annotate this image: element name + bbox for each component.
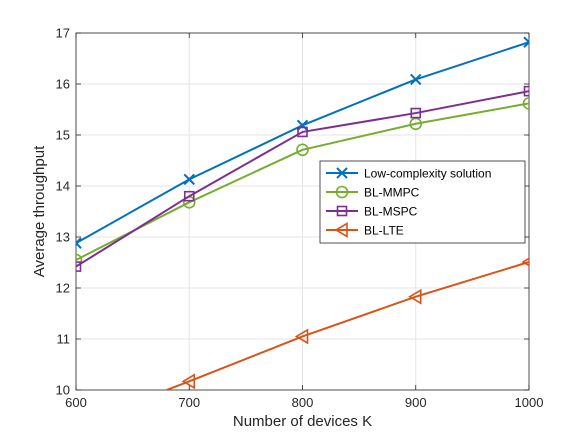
legend: Low-complexity solution BL-MMPC BL-MSPC BL-… <box>319 160 526 244</box>
data-point <box>523 36 529 48</box>
data-point <box>294 328 309 345</box>
legend-label: BL-MMPC <box>364 186 420 200</box>
data-point <box>522 97 529 110</box>
series-line <box>163 261 529 390</box>
legend-marker <box>334 222 348 238</box>
data-point <box>76 253 83 267</box>
data-point <box>523 85 529 97</box>
x-tick-label: 700 <box>178 395 200 410</box>
series-bl-lte <box>70 257 529 431</box>
data-point <box>410 73 422 86</box>
y-tick-label: 13 <box>56 230 70 245</box>
y-tick-label: 17 <box>56 26 70 41</box>
y-tick-label: 11 <box>57 332 71 347</box>
data-point <box>183 190 195 202</box>
data-point <box>70 418 81 431</box>
legend-label: Low-complexity solution <box>364 167 491 181</box>
data-point <box>521 257 529 267</box>
x-tick-label: 800 <box>292 395 314 410</box>
data-point <box>181 373 196 390</box>
data-point <box>297 126 308 138</box>
legend-entry: BL-MMPC <box>326 186 420 200</box>
data-point <box>296 143 309 157</box>
y-tick-label: 10 <box>56 383 70 398</box>
y-tick-label: 15 <box>56 128 70 143</box>
x-tick-label: 1000 <box>515 395 544 410</box>
series-bl-mspc <box>76 85 529 272</box>
data-point <box>410 107 422 119</box>
legend-entry: BL-LTE <box>326 222 404 238</box>
tick-labels: 600 700 800 900 1000 10 11 12 13 14 15 16 17 <box>56 26 544 411</box>
y-tick-label: 14 <box>56 179 70 194</box>
legend-marker <box>336 205 348 217</box>
data-point <box>408 288 422 305</box>
legend-entry: BL-MSPC <box>326 205 418 219</box>
series-low-complexity-solution <box>76 36 529 249</box>
y-tick-label: 16 <box>56 77 70 92</box>
legend-entry: Low-complexity solution <box>326 167 491 181</box>
data-point <box>296 119 309 132</box>
x-tick-label: 600 <box>65 395 87 410</box>
legend-label: BL-LTE <box>364 224 404 238</box>
legend-label: BL-MSPC <box>364 205 418 219</box>
data-point <box>76 237 82 249</box>
axes <box>75 32 530 391</box>
legend-marker <box>335 185 349 199</box>
x-axis-label: Number of devices K <box>233 413 372 430</box>
y-tick-label: 12 <box>56 281 70 296</box>
series-layer <box>70 36 529 431</box>
data-point <box>76 261 82 272</box>
series-line <box>76 90 529 268</box>
legend-marker <box>336 167 348 179</box>
data-point <box>183 173 195 186</box>
x-tick-label: 900 <box>405 395 427 410</box>
series-line <box>76 102 529 261</box>
y-axis-label: Average throughput <box>31 145 48 277</box>
